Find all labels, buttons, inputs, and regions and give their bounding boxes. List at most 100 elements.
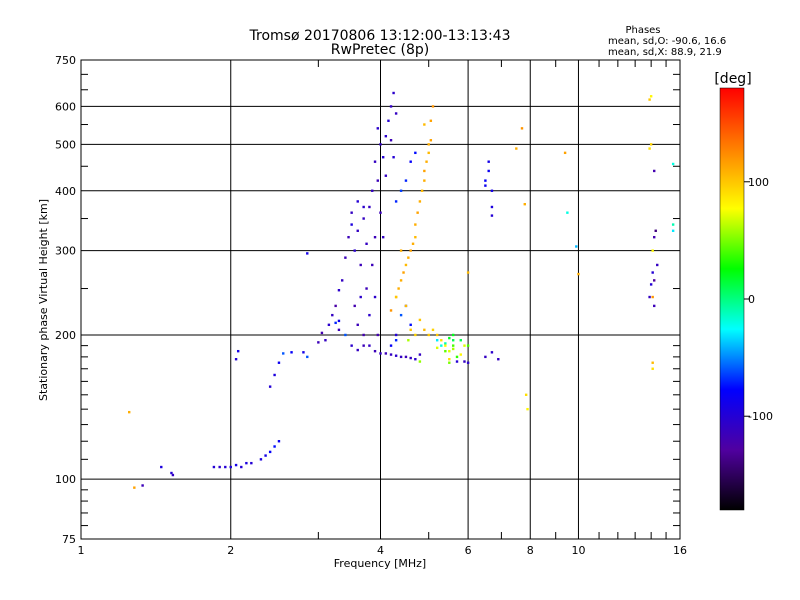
data-point <box>290 351 293 354</box>
gridlines <box>81 60 680 539</box>
stats-line-x: mean, sd,X: 88.9, 21.9 <box>608 47 722 58</box>
data-point <box>411 242 415 245</box>
data-point <box>320 331 324 335</box>
data-point <box>448 349 451 353</box>
data-point <box>577 272 580 276</box>
data-point <box>455 355 459 359</box>
data-point <box>133 486 136 489</box>
data-point <box>394 200 398 203</box>
data-point <box>484 179 487 182</box>
data-point <box>423 123 426 126</box>
data-points <box>128 91 675 489</box>
x-tick-label: 4 <box>377 544 384 557</box>
data-point <box>487 169 490 173</box>
data-point <box>264 454 267 457</box>
data-point <box>277 440 281 443</box>
data-point <box>306 252 309 255</box>
data-point <box>402 271 405 274</box>
data-point <box>334 321 337 325</box>
x-tick-label: 8 <box>527 544 534 557</box>
data-point <box>376 127 379 130</box>
data-point <box>365 242 368 245</box>
data-point <box>420 189 424 192</box>
data-point <box>350 344 353 347</box>
data-point <box>497 358 500 361</box>
data-point <box>440 339 443 342</box>
data-point <box>277 361 281 364</box>
data-point <box>490 214 494 217</box>
stats-line-o: mean, sd,O: -90.6, 16.6 <box>608 36 726 47</box>
data-point <box>337 328 341 332</box>
data-point <box>429 139 433 142</box>
data-point <box>429 119 433 122</box>
data-point <box>389 139 393 142</box>
data-point <box>524 393 528 397</box>
data-point <box>440 344 443 347</box>
data-point <box>229 465 232 469</box>
data-point <box>466 271 470 274</box>
data-point <box>409 249 412 252</box>
data-point <box>350 223 353 226</box>
data-point <box>397 287 400 290</box>
data-point <box>653 279 656 282</box>
data-point <box>387 119 390 122</box>
data-point <box>448 361 451 364</box>
chart-subtitle: RwPretec (8p) <box>331 42 429 58</box>
data-point <box>340 279 344 282</box>
data-point <box>350 211 353 214</box>
data-point <box>392 156 395 159</box>
data-point <box>337 319 341 323</box>
data-point <box>356 323 359 327</box>
x-tick-label: 16 <box>673 544 687 557</box>
data-point <box>418 353 422 356</box>
data-point <box>384 134 388 138</box>
data-point <box>490 205 494 209</box>
y-tick-label: 200 <box>55 329 76 342</box>
data-point <box>240 465 243 469</box>
data-point <box>487 160 490 163</box>
x-tick-label: 2 <box>227 544 234 557</box>
data-point <box>170 471 173 475</box>
y-tick-label: 400 <box>55 185 76 198</box>
data-point <box>416 211 419 214</box>
data-point <box>268 450 272 454</box>
data-point <box>484 355 487 359</box>
data-point <box>651 271 654 274</box>
y-tick-label: 750 <box>55 54 76 67</box>
data-point <box>379 352 382 355</box>
data-point <box>463 360 466 363</box>
data-point <box>671 162 675 166</box>
data-point <box>418 318 422 322</box>
data-point <box>394 295 398 299</box>
data-point <box>490 189 494 192</box>
x-tick-label: 6 <box>465 544 472 557</box>
y-tick-label: 100 <box>55 473 76 486</box>
data-point <box>379 143 382 146</box>
data-point <box>337 289 341 292</box>
data-point <box>404 263 408 267</box>
data-point <box>418 200 422 203</box>
data-point <box>648 147 651 150</box>
data-point <box>431 328 435 332</box>
x-axis-label: Frequency [MHz] <box>334 557 426 570</box>
data-point <box>373 349 377 353</box>
data-point <box>376 333 379 337</box>
data-point <box>362 333 365 337</box>
data-point <box>394 112 398 115</box>
data-point <box>651 249 654 252</box>
data-point <box>448 358 451 361</box>
colorbar-tick-label: 0 <box>748 293 755 306</box>
data-point <box>399 313 403 317</box>
data-point <box>344 333 347 337</box>
data-point <box>484 184 487 187</box>
data-point <box>394 354 398 357</box>
data-point <box>563 151 567 155</box>
data-point <box>362 205 365 209</box>
data-point <box>523 202 526 206</box>
data-point <box>128 410 131 414</box>
data-point <box>651 295 654 299</box>
data-point <box>651 361 654 364</box>
data-point <box>362 344 365 347</box>
data-point <box>371 189 374 192</box>
data-point <box>459 339 462 342</box>
